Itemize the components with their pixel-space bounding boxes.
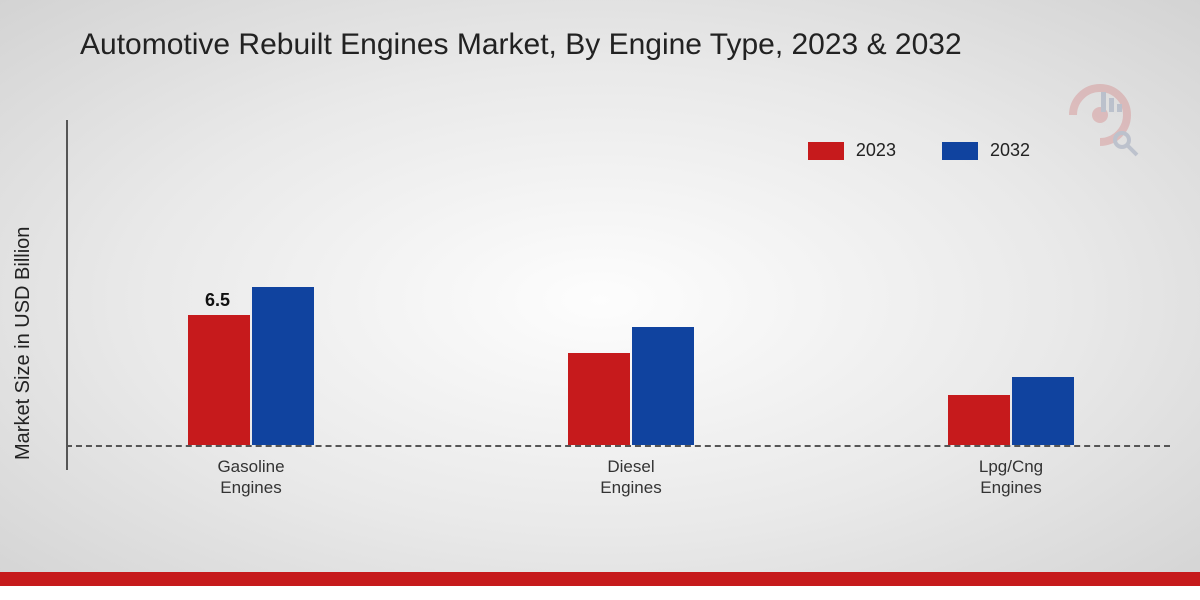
legend-swatch-2032 — [942, 142, 978, 160]
legend-label-2032: 2032 — [990, 140, 1030, 161]
category-label: Lpg/CngEngines — [961, 456, 1061, 499]
page-root: Automotive Rebuilt Engines Market, By En… — [0, 0, 1200, 600]
x-axis-baseline — [66, 445, 1170, 447]
legend: 2023 2032 — [808, 140, 1030, 161]
legend-item-2023: 2023 — [808, 140, 896, 161]
bar-group — [948, 377, 1074, 445]
legend-label-2023: 2023 — [856, 140, 896, 161]
legend-swatch-2023 — [808, 142, 844, 160]
bar — [568, 353, 630, 445]
bar — [252, 287, 314, 445]
chart-title: Automotive Rebuilt Engines Market, By En… — [80, 28, 962, 62]
bar — [1012, 377, 1074, 445]
bar — [948, 395, 1010, 445]
bar — [632, 327, 694, 445]
chart-area: 6.5 — [66, 160, 1170, 445]
y-axis-label: Market Size in USD Billion — [12, 227, 35, 460]
category-label: GasolineEngines — [201, 456, 301, 499]
footer-accent-bar — [0, 572, 1200, 586]
bar-group — [568, 327, 694, 445]
footer-white-bar — [0, 586, 1200, 600]
bar-value-label: 6.5 — [205, 290, 230, 311]
bar — [188, 315, 250, 445]
category-label: DieselEngines — [581, 456, 681, 499]
watermark-logo — [1055, 70, 1145, 165]
legend-item-2032: 2032 — [942, 140, 1030, 161]
